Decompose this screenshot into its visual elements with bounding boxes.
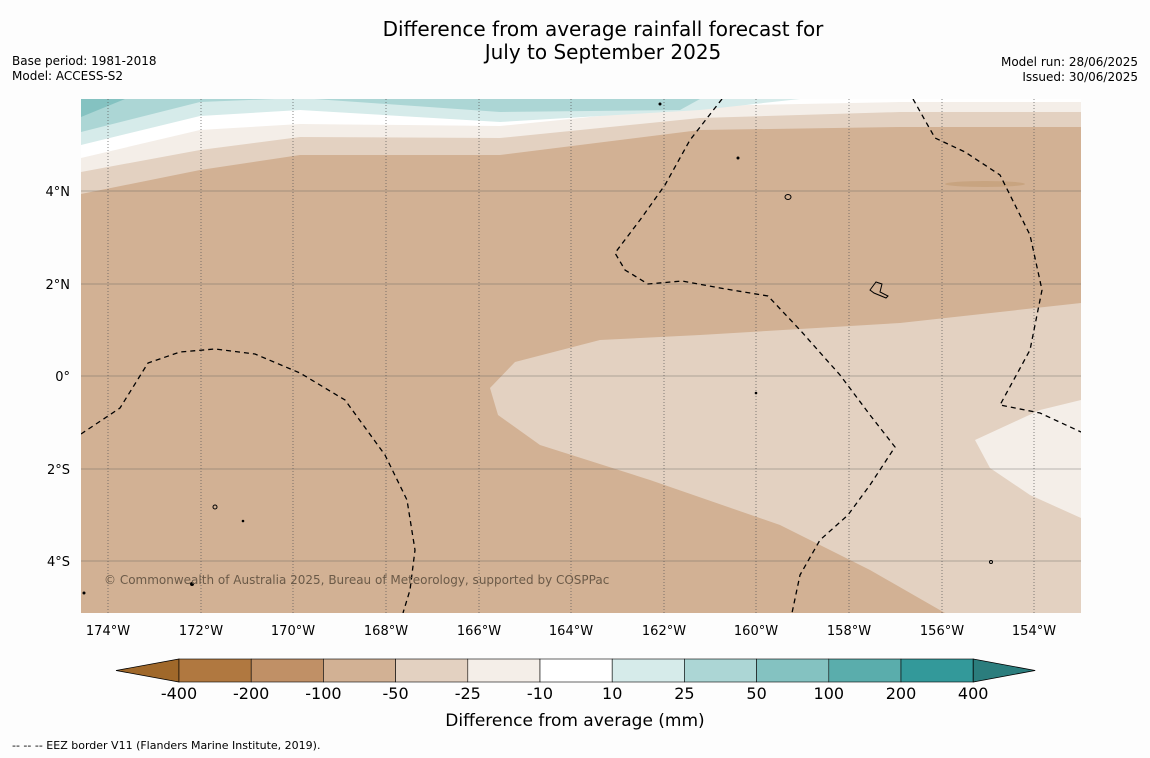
longitude-labels: 174°W 172°W 170°W 168°W 166°W 164°W 162°…: [86, 624, 1056, 639]
colorbar-tick: 50: [746, 684, 766, 703]
model-name: Model: ACCESS-S2: [12, 69, 124, 83]
lon-label: 164°W: [549, 624, 593, 639]
colorbar-extend-high: [972, 658, 1036, 683]
copyright-note: © Commonwealth of Australia 2025, Bureau…: [104, 573, 609, 587]
lon-label: 166°W: [457, 624, 501, 639]
lon-label: 168°W: [364, 624, 408, 639]
colorbar-tick: -200: [233, 684, 269, 703]
colorbar-tick: -50: [383, 684, 409, 703]
colorbar-tick: -100: [305, 684, 341, 703]
colorbar-swatch: [828, 658, 902, 683]
island: [754, 391, 758, 395]
base-period: Base period: 1981-2018: [12, 54, 157, 68]
rainfall-field: [81, 99, 1081, 613]
colorbar-tick: 25: [674, 684, 694, 703]
metadata-right: Model run: 28/06/2025 Issued: 30/06/2025: [1001, 55, 1138, 85]
colorbar-tick: -10: [527, 684, 553, 703]
lat-label: 0°: [55, 370, 70, 385]
colorbar-tick: 400: [958, 684, 989, 703]
colorbar-swatch: [323, 658, 396, 683]
colorbar-tick: 200: [886, 684, 917, 703]
region-near-average-north: [81, 99, 1081, 158]
lon-label: 158°W: [827, 624, 871, 639]
colorbar-swatch: [250, 658, 324, 683]
colorbar-tick: 100: [814, 684, 845, 703]
region-minus-100-patch: [945, 181, 1025, 187]
colorbar-swatch: [467, 658, 541, 683]
lon-label: 174°W: [86, 624, 130, 639]
lat-label: 4°S: [47, 555, 70, 570]
eez-borders: [81, 99, 1081, 613]
colorbar-tick: -25: [455, 684, 481, 703]
colorbar-tick: -400: [161, 684, 197, 703]
model-run: Model run: 28/06/2025: [1000, 55, 1138, 69]
island: [869, 281, 889, 299]
colorbar-swatch: [178, 658, 252, 683]
island: [241, 519, 245, 523]
map-title: Difference from average rainfall forecas…: [0, 18, 1150, 64]
region-minus-25-to-50-east: [490, 303, 1081, 613]
colorbar-tick: 10: [602, 684, 622, 703]
lon-label: 156°W: [920, 624, 964, 639]
lon-label: 162°W: [642, 624, 686, 639]
colorbar-tick-labels: -400 -200 -100 -50 -25 -10 10 25 50 100 200 400: [161, 684, 989, 703]
region-plus-25-to-50-north: [81, 99, 700, 132]
eez-footnote: -- -- -- EEZ border V11 (Flanders Marine…: [12, 739, 321, 752]
colorbar-swatch: [756, 658, 830, 683]
island: [82, 591, 86, 595]
islands: [82, 102, 993, 595]
colorbar-swatch: [611, 658, 685, 683]
colorbar-swatch: [684, 658, 757, 683]
metadata-left: Base period: 1981-2018 Model: ACCESS-S2: [12, 54, 157, 84]
region-minus-10-to-25-east: [975, 400, 1081, 518]
title-line-2: July to September 2025: [484, 40, 722, 64]
island: [784, 194, 792, 200]
lon-label: 170°W: [271, 624, 315, 639]
colorbar-swatches: [115, 658, 1036, 683]
lon-label: 172°W: [179, 624, 223, 639]
colorbar-swatch: [539, 658, 613, 683]
colorbar-swatch: [900, 658, 974, 683]
lon-label: 154°W: [1012, 624, 1056, 639]
colorbar-swatch: [395, 658, 469, 683]
colorbar-extend-low: [115, 658, 180, 683]
lat-label: 4°N: [46, 185, 71, 200]
lat-label: 2°S: [47, 463, 70, 478]
issued-date: Issued: 30/06/2025: [1022, 70, 1138, 84]
lon-label: 160°W: [734, 624, 778, 639]
island: [212, 504, 218, 510]
graticule: [81, 99, 1081, 613]
title-line-1: Difference from average rainfall forecas…: [382, 17, 824, 41]
island: [736, 156, 740, 160]
island: [190, 582, 194, 586]
island: [658, 102, 662, 106]
lat-label: 2°N: [46, 278, 71, 293]
region-plus-50-to-100-north: [81, 99, 125, 117]
colorbar-label: Difference from average (mm): [445, 711, 704, 731]
island: [989, 560, 993, 564]
latitude-labels: 4°N 2°N 0° 2°S 4°S: [46, 185, 71, 570]
